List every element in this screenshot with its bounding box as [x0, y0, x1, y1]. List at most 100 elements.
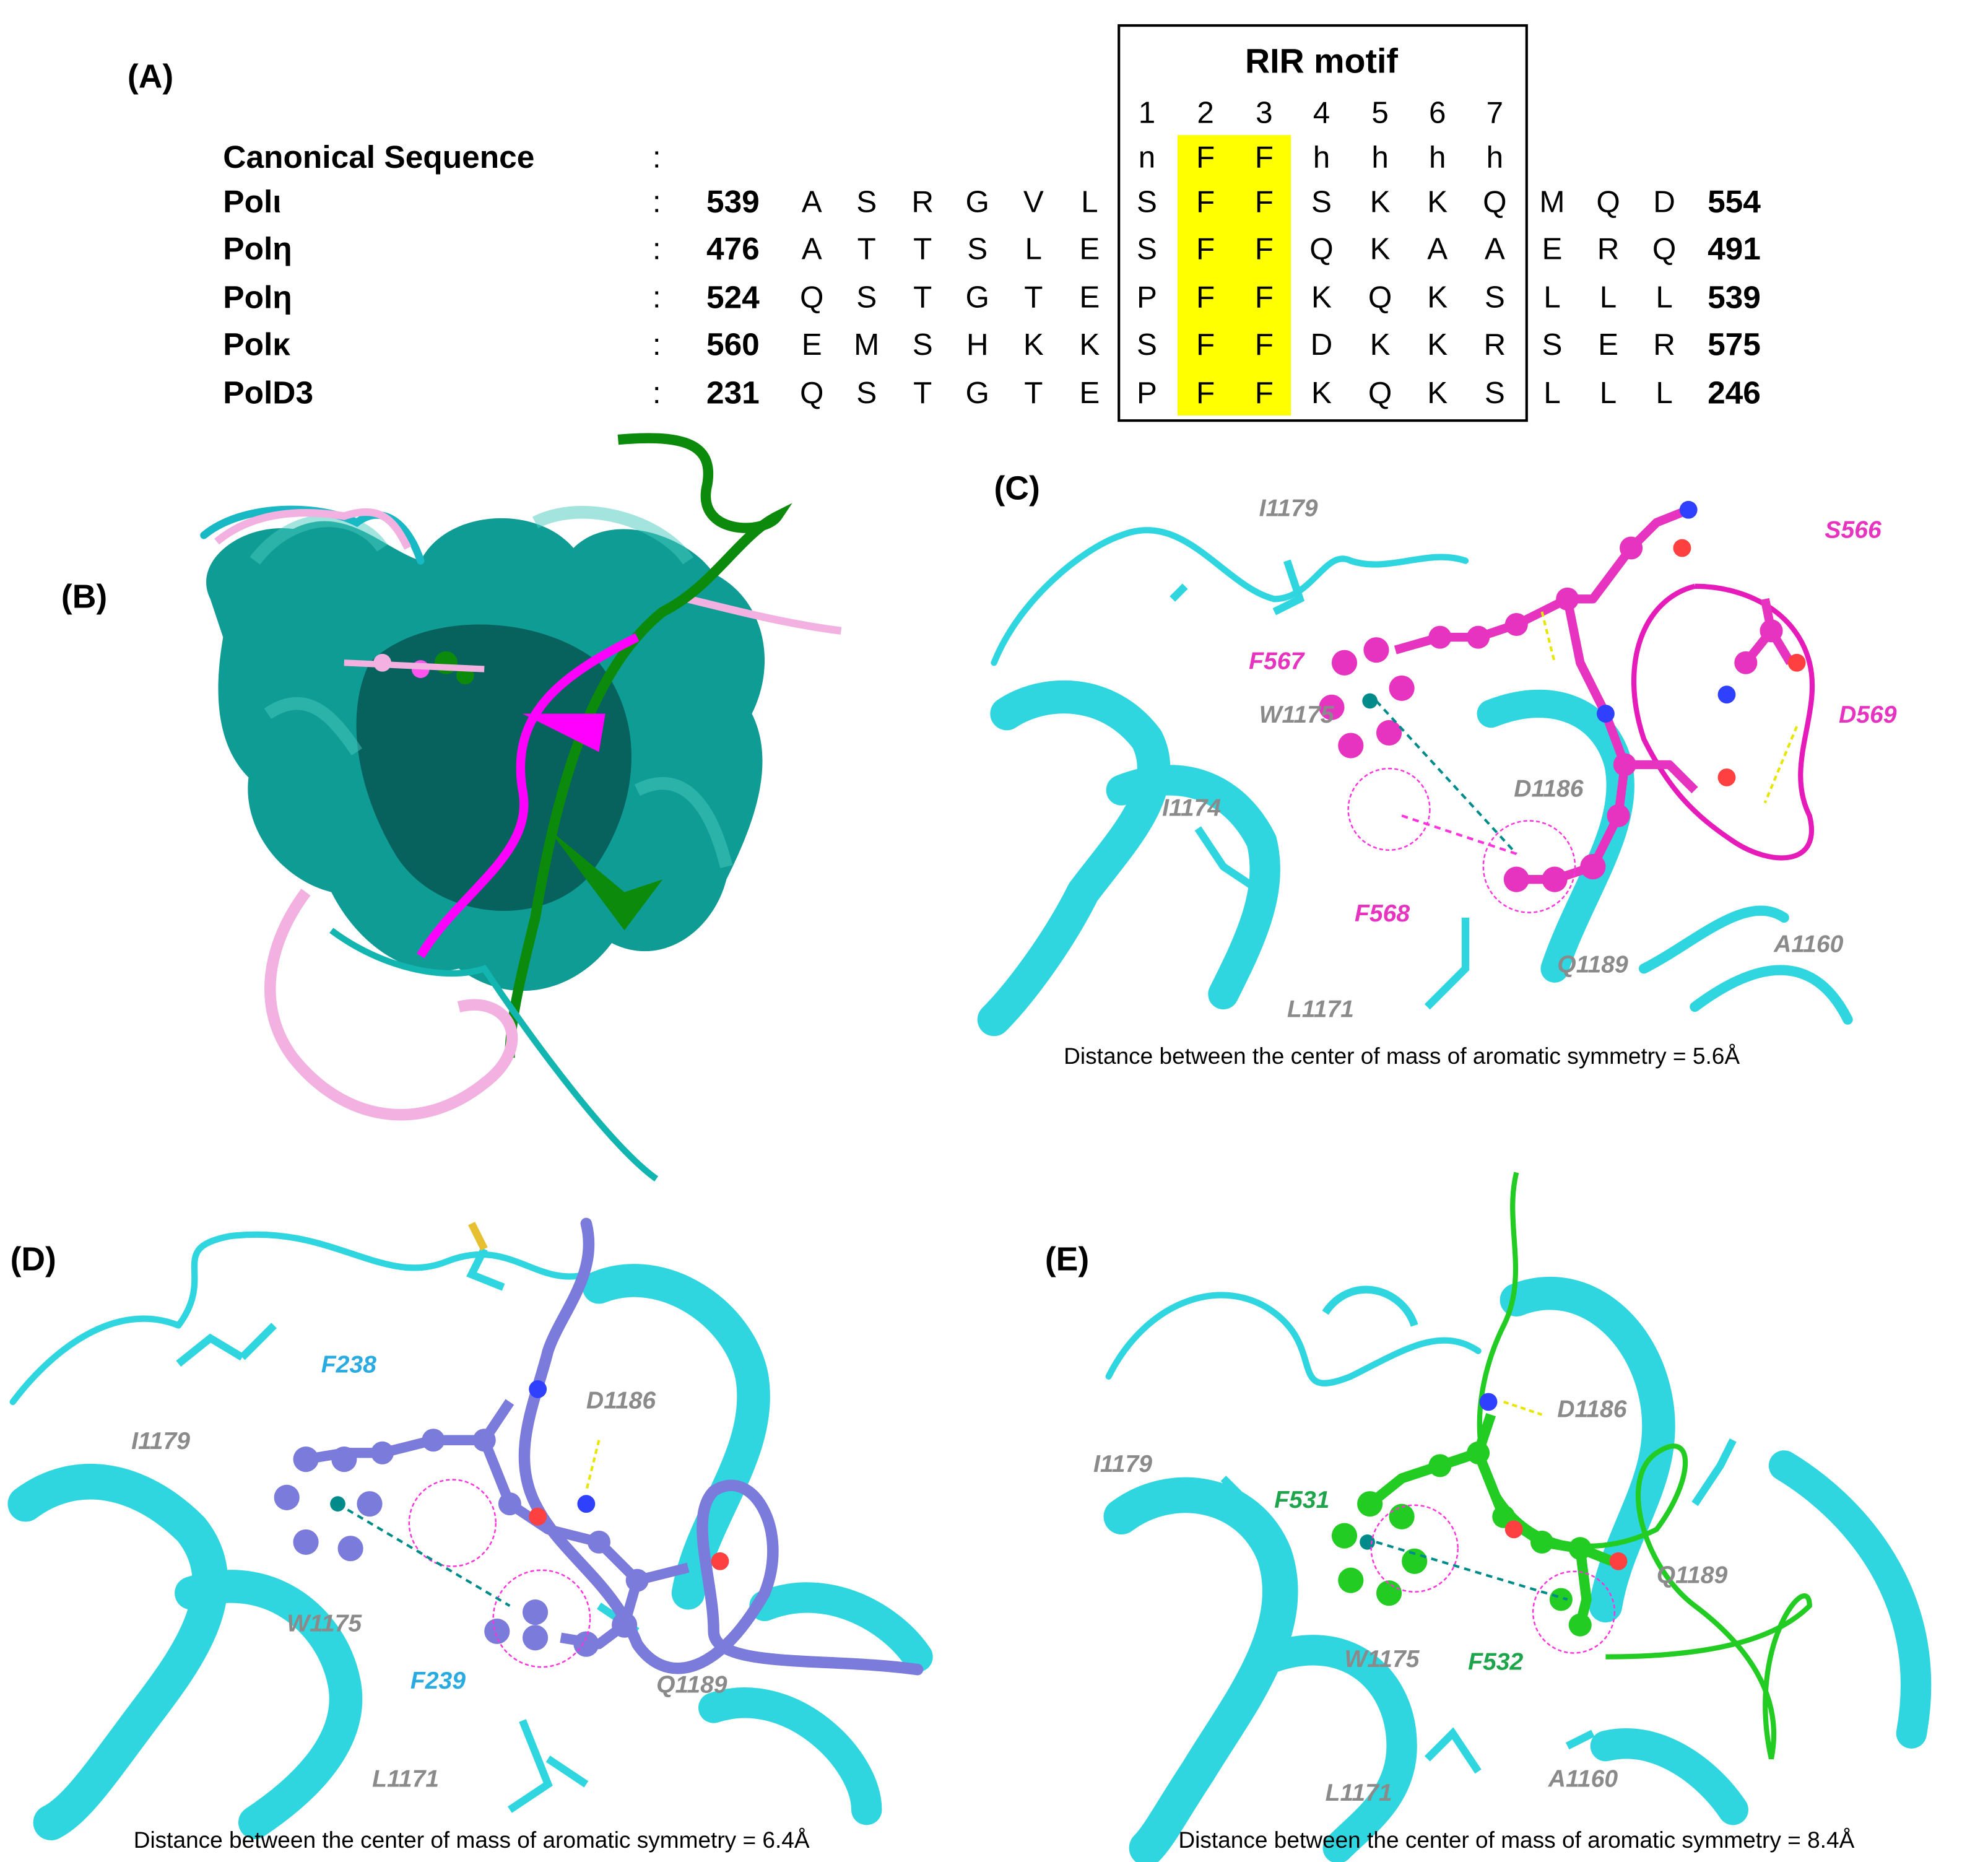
residue: L — [1600, 281, 1617, 315]
motif-residue: R — [1484, 328, 1506, 362]
residue-label: D569 — [1839, 702, 1897, 728]
residue: G — [966, 281, 989, 315]
panel-label: (A) — [128, 59, 173, 95]
separator: : — [653, 232, 661, 266]
panel-b-structure — [200, 433, 842, 1182]
residue-label: I1179 — [131, 1428, 190, 1455]
residue: T — [1024, 376, 1043, 410]
residue-label: F238 — [321, 1352, 376, 1378]
residue-label: F239 — [410, 1668, 466, 1694]
residue-label: F531 — [1274, 1487, 1329, 1513]
residue: T — [913, 281, 932, 315]
start-residue: 476 — [706, 230, 760, 266]
residue: R — [1653, 328, 1675, 362]
motif-residue: S — [1485, 281, 1505, 315]
residue: T — [857, 232, 876, 266]
motif-residue: Q — [1368, 281, 1392, 315]
residue: E — [802, 328, 822, 362]
residue: E — [1079, 281, 1100, 315]
residue: A — [802, 232, 822, 266]
motif-residue: K — [1311, 376, 1332, 410]
end-residue: 491 — [1708, 230, 1761, 266]
residue: Q — [1652, 232, 1676, 266]
residue: S — [913, 328, 933, 362]
residue-label: S566 — [1825, 517, 1882, 544]
motif-residue: K — [1427, 185, 1448, 219]
motif-residue: K — [1370, 232, 1391, 266]
separator: : — [653, 185, 661, 219]
residue: Q — [800, 376, 823, 410]
panel-label: (D) — [11, 1242, 56, 1278]
caption: Distance between the center of mass of a… — [1178, 1827, 1854, 1853]
motif-residue: S — [1485, 376, 1505, 410]
residue: E — [1598, 328, 1618, 362]
motif-residue: S — [1137, 328, 1157, 362]
motif-highlight — [1177, 135, 1291, 415]
residue: D — [1653, 185, 1675, 219]
residue: E — [1542, 232, 1563, 266]
start-residue: 524 — [706, 279, 760, 315]
motif-residue: F — [1255, 140, 1274, 174]
motif-residue: K — [1311, 281, 1332, 315]
end-residue: 575 — [1708, 326, 1761, 362]
residue: V — [1023, 185, 1044, 219]
separator: : — [653, 328, 661, 362]
residue-label: A1160 — [1773, 931, 1844, 957]
panel-a: (A) RIR motif 1 2 3 4 5 6 7 Canonical Sequence:… — [128, 24, 1761, 422]
motif-title: RIR motif — [1245, 42, 1398, 80]
residue-label: Q1189 — [1557, 951, 1628, 978]
caption: Distance between the center of mass of a… — [1064, 1043, 1740, 1069]
residue-label: I1174 — [1162, 794, 1221, 821]
residue-label: Q1189 — [1657, 1562, 1728, 1588]
residue-label: F567 — [1249, 648, 1305, 675]
residue: K — [1079, 328, 1100, 362]
panel-e-structure — [1103, 1172, 1932, 1862]
residue: Q — [1596, 185, 1620, 219]
residue: T — [913, 232, 932, 266]
residue: M — [854, 328, 879, 362]
residue: A — [802, 185, 822, 219]
motif-residue: F — [1196, 281, 1215, 315]
motif-residue: K — [1427, 328, 1448, 362]
motif-residue: A — [1485, 232, 1505, 266]
motif-position: 2 — [1197, 95, 1213, 129]
motif-residue: h — [1429, 140, 1446, 174]
motif-residue: A — [1427, 232, 1448, 266]
motif-position: 3 — [1256, 95, 1272, 129]
start-residue: 539 — [706, 183, 760, 219]
residue-label: D1186 — [586, 1387, 656, 1414]
residue: G — [966, 185, 989, 219]
residue: E — [1079, 232, 1100, 266]
residue-label: L1171 — [372, 1766, 439, 1793]
residue: L — [1543, 281, 1560, 315]
motif-residue: K — [1370, 328, 1391, 362]
residue: M — [1539, 185, 1565, 219]
residue-label: W1175 — [1259, 702, 1335, 728]
residue-label: W1175 — [287, 1611, 362, 1637]
residue: R — [911, 185, 934, 219]
motif-residue: F — [1255, 376, 1274, 410]
residue: G — [966, 376, 989, 410]
panel-label: (C) — [994, 471, 1040, 507]
residue-label: D1186 — [1514, 775, 1584, 802]
motif-residue: Q — [1368, 376, 1392, 410]
residue: T — [913, 376, 932, 410]
residue: L — [1656, 281, 1672, 315]
residue-label: L1171 — [1287, 996, 1354, 1022]
motif-position: 1 — [1139, 95, 1155, 129]
motif-box — [1118, 24, 1528, 422]
separator: : — [653, 140, 661, 174]
motif-position: 5 — [1371, 95, 1388, 129]
motif-residue: h — [1371, 140, 1388, 174]
panel-c-structure — [977, 500, 1853, 1037]
motif-residue: P — [1137, 376, 1157, 410]
motif-residue: K — [1427, 281, 1448, 315]
motif-residue: S — [1137, 185, 1157, 219]
residue-label: F532 — [1468, 1648, 1523, 1675]
motif-residue: F — [1196, 140, 1215, 174]
separator: : — [653, 376, 661, 410]
residue: L — [1081, 185, 1098, 219]
residue: K — [1023, 328, 1044, 362]
